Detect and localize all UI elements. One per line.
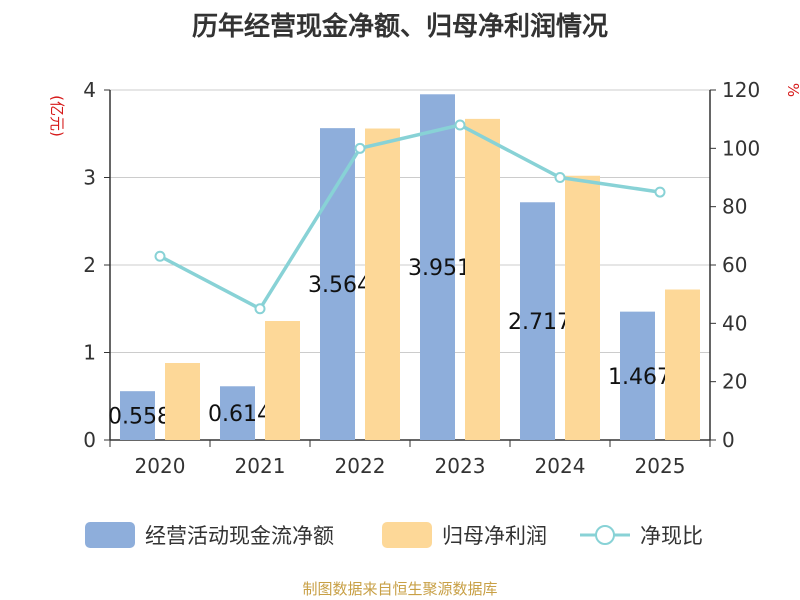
ratio-point: [154, 250, 166, 262]
right-axis-unit: %: [784, 83, 800, 97]
data-label: 0.614: [208, 402, 271, 427]
ratio-point: [354, 142, 366, 154]
data-label: 3.564: [308, 273, 371, 298]
right-axis-tick-label: 120: [722, 78, 760, 102]
x-axis-tick-label: 2021: [235, 454, 286, 478]
data-label: 0.558: [108, 405, 171, 430]
x-axis-tick-label: 2025: [635, 454, 686, 478]
right-axis-tick-label: 40: [722, 311, 747, 335]
net-profit-bar: [365, 128, 400, 440]
left-axis-tick-label: 2: [83, 253, 96, 277]
left-axis-tick-label: 1: [83, 341, 96, 365]
right-axis-tick-label: 20: [722, 370, 747, 394]
left-axis-tick-label: 0: [83, 428, 96, 452]
chart-title: 历年经营现金净额、归母净利润情况: [191, 12, 608, 42]
x-axis-tick-label: 2022: [335, 454, 386, 478]
right-axis-tick-label: 100: [722, 136, 760, 160]
x-axis-tick-label: 2024: [535, 454, 586, 478]
x-axis-tick-label: 2023: [435, 454, 486, 478]
legend-swatch-marker: [595, 525, 615, 545]
data-label: 2.717: [508, 310, 571, 335]
data-label: 3.951: [408, 256, 471, 281]
ratio-point: [454, 119, 466, 131]
right-axis-tick-label: 80: [722, 195, 747, 219]
ratio-point: [254, 303, 266, 315]
data-label: 1.467: [608, 365, 671, 390]
ratio-line: [159, 123, 661, 312]
legend-swatch: [85, 522, 135, 548]
legend-label: 归母净利润: [442, 524, 547, 548]
x-axis-tick-label: 2020: [135, 454, 186, 478]
legend-swatch: [382, 522, 432, 548]
ratio-point: [654, 186, 666, 198]
net-profit-bar: [565, 175, 600, 440]
left-axis-tick-label: 4: [83, 78, 96, 102]
net-profit-bar: [265, 321, 300, 440]
net-profit-bar: [165, 363, 200, 440]
cashflow-bar: [320, 128, 355, 440]
cashflow-bar: [520, 202, 555, 440]
left-axis-tick-label: 3: [83, 166, 96, 190]
net-profit-bar: [665, 289, 700, 440]
cashflow-bar: [220, 386, 255, 440]
left-axis-unit: (亿元): [48, 95, 66, 137]
right-axis-tick-label: 60: [722, 253, 747, 277]
cashflow-bar: [120, 391, 155, 440]
net-profit-bar: [465, 118, 500, 440]
ratio-point: [554, 172, 566, 183]
cashflow-bar: [620, 311, 655, 440]
cashflow-bar: [420, 94, 455, 440]
legend-label: 经营活动现金流净额: [145, 524, 334, 548]
source-note: 制图数据来自恒生聚源数据库: [302, 580, 498, 598]
right-axis-tick-label: 0: [722, 428, 735, 452]
legend-label: 净现比: [640, 524, 703, 548]
